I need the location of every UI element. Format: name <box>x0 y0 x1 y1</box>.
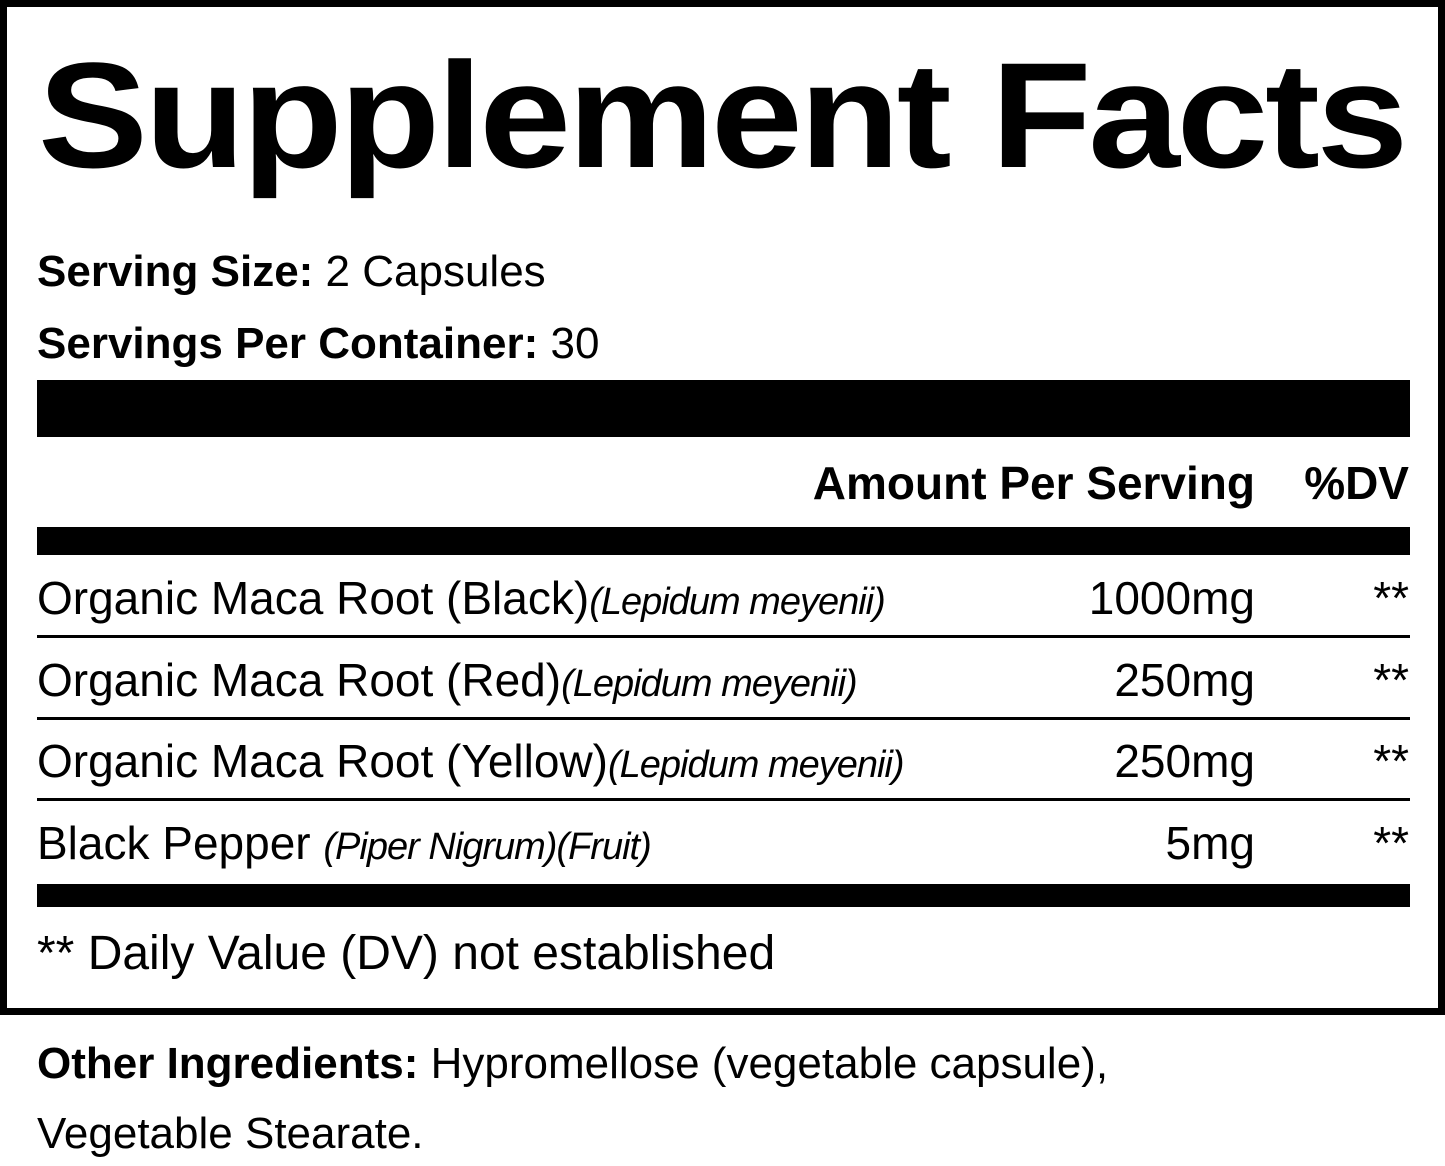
serving-size-value: 2 Capsules <box>325 247 546 296</box>
servings-per-container-value: 30 <box>550 319 600 368</box>
thick-divider <box>37 380 1410 437</box>
ingredient-name: Black Pepper <box>37 817 324 869</box>
ingredient-amount: 5mg <box>1165 817 1255 869</box>
servings-per-container-label: Servings Per Container: <box>37 319 539 368</box>
other-ingredients-label: Other Ingredients: <box>37 1039 419 1088</box>
servings-per-container: Servings Per Container: 30 <box>37 322 599 366</box>
ingredient-row: Organic Maca Root (Red)(Lepidum meyenii) <box>37 654 858 706</box>
serving-size: Serving Size: 2 Capsules <box>37 250 546 294</box>
other-ingredients-line2: Vegetable Stearate. <box>37 1109 424 1158</box>
ingredient-latin-name: (Lepidum meyenii) <box>607 744 905 786</box>
supplement-facts-panel <box>0 0 1445 1015</box>
header-divider <box>37 527 1410 555</box>
ingredient-latin-name: (Lepidum meyenii) <box>589 581 886 623</box>
ingredient-name: Organic Maca Root (Black) <box>37 572 590 624</box>
ingredient-amount: 1000mg <box>1088 572 1255 624</box>
other-ingredients-line1: Hypromellose (vegetable capsule), <box>418 1039 1109 1088</box>
ingredient-row: Organic Maca Root (Yellow)(Lepidum meyen… <box>37 735 905 787</box>
footnote: ** Daily Value (DV) not established <box>37 927 776 980</box>
ingredient-latin-name: (Lepidum meyenii) <box>561 663 858 705</box>
ingredient-amount: 250mg <box>1114 654 1255 706</box>
row-divider <box>37 717 1410 720</box>
ingredient-latin-name: (Piper Nigrum)(Fruit) <box>323 826 651 868</box>
row-divider <box>37 635 1410 638</box>
ingredient-row: Organic Maca Root (Black)(Lepidum meyeni… <box>37 572 886 624</box>
panel-title: Supplement Facts <box>38 31 1408 199</box>
ingredient-dv: ** <box>1373 817 1409 869</box>
ingredient-name: Organic Maca Root (Yellow) <box>37 735 608 787</box>
other-ingredients: Other Ingredients: Hypromellose (vegetab… <box>37 1042 1108 1086</box>
amount-per-serving-header: Amount Per Serving <box>812 457 1255 509</box>
ingredient-dv: ** <box>1373 735 1409 787</box>
ingredient-dv: ** <box>1373 572 1409 624</box>
ingredient-dv: ** <box>1373 654 1409 706</box>
ingredient-amount: 250mg <box>1114 735 1255 787</box>
row-divider <box>37 798 1410 801</box>
ingredient-row: Black Pepper (Piper Nigrum)(Fruit) <box>37 817 652 869</box>
bottom-divider <box>37 884 1410 907</box>
dv-header: %DV <box>1304 457 1409 509</box>
serving-size-label: Serving Size: <box>37 247 314 296</box>
ingredient-name: Organic Maca Root (Red) <box>37 654 562 706</box>
